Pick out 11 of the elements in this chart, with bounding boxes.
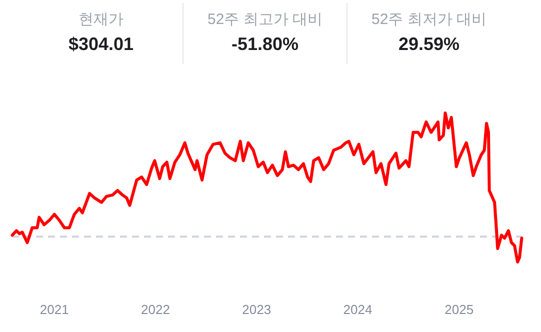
text: $304.01	[68, 34, 134, 54]
x-tick-label: 2021	[40, 302, 69, 317]
text: 29.59%	[398, 34, 460, 54]
text: 52주 최고가 대비	[207, 11, 323, 28]
text: 52주 최저가 대비	[371, 11, 487, 28]
x-tick-label: 2024	[343, 302, 372, 317]
text: -51.80%	[231, 34, 299, 54]
text: 현재가	[78, 11, 124, 28]
x-tick-label: 2022	[141, 302, 170, 317]
x-tick-label: 2023	[242, 302, 272, 317]
x-tick-label: 2025	[444, 302, 474, 317]
